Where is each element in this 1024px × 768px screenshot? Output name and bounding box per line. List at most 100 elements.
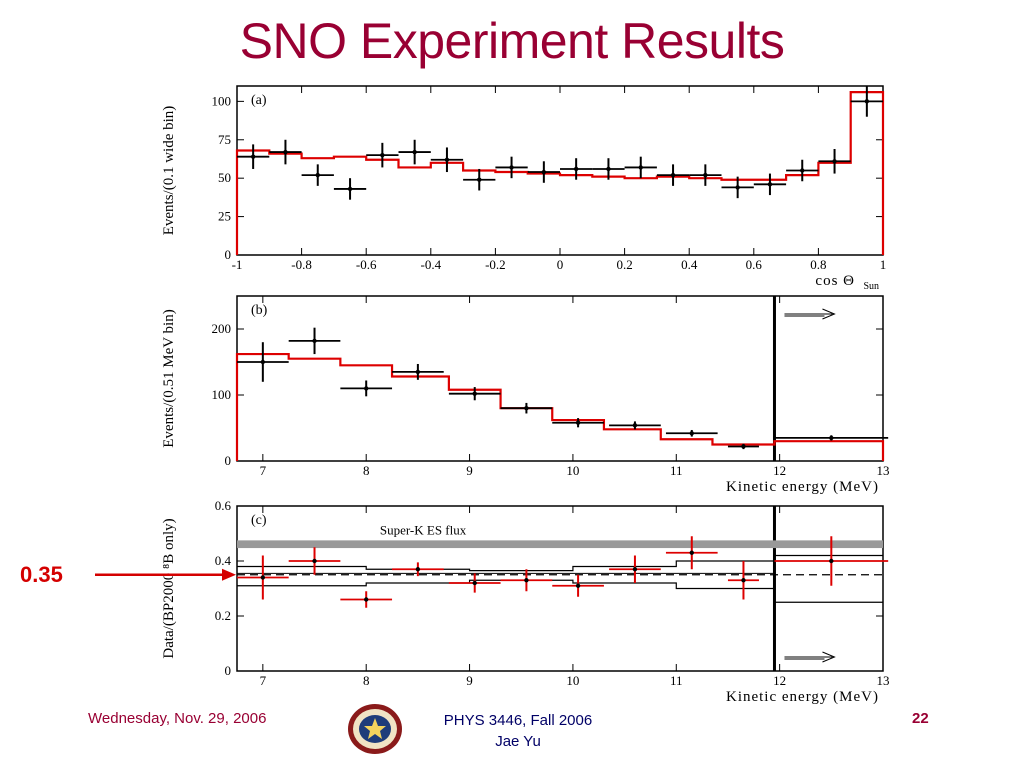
panel-c-xtick-label: 9: [466, 673, 473, 688]
footer-page-number: 22: [912, 710, 929, 727]
panel-a-marker: [347, 186, 353, 192]
panel-c-marker: [415, 567, 421, 572]
panel-c-label: (c): [251, 513, 267, 528]
panel-c-ytick-label: 0: [225, 663, 232, 678]
footer-author: Jae Yu: [495, 733, 541, 750]
panel-a-marker: [283, 149, 288, 155]
panel-a-label: (a): [251, 93, 267, 108]
panel-b-data-point: [340, 380, 393, 397]
panel-b-xtick-label: 12: [773, 463, 786, 478]
panel-a-marker: [315, 172, 320, 178]
panel-b-xlabel: Kinetic energy (MeV): [726, 479, 879, 495]
panel-c-marker: [829, 558, 834, 564]
panel-c-xtick-label: 11: [670, 673, 683, 688]
panel-a-marker: [250, 154, 256, 159]
panel-c-data-point: [774, 536, 889, 586]
panel-a-marker: [832, 159, 837, 164]
panel-b-xtick-label: 7: [260, 463, 267, 478]
panel-c-marker: [312, 558, 317, 564]
panel-c-marker: [260, 575, 266, 580]
panel-b-data-point: [665, 429, 718, 437]
panel-b-data-point: [727, 443, 759, 450]
panel-a-xtick-label: -1: [232, 257, 243, 272]
panel-a-data-point: [527, 161, 560, 183]
panel-b-frame: [236, 295, 884, 462]
panel-b-data-point: [448, 387, 501, 401]
panel-c-marker: [575, 583, 581, 588]
panel-b-ylabel: Events/(0.51 MeV bin): [161, 309, 177, 447]
panel-a-ytick-label: 0: [225, 247, 232, 262]
panel-a-xtick-label: 1: [880, 257, 887, 272]
panel-a-marker: [412, 149, 417, 155]
panel-a-data-point: [721, 176, 754, 199]
panel-b-data-point: [288, 327, 341, 355]
panel-a-data-point: [366, 142, 399, 168]
panel-a-data-point: [301, 164, 334, 186]
panel-b-overflow-arrow-icon: [822, 308, 836, 320]
panel-a-ytick-label: 100: [212, 93, 232, 108]
panel-a-marker: [735, 185, 740, 190]
panel-a-marker: [541, 169, 547, 175]
panel-b-xtick-label: 8: [363, 463, 370, 478]
panel-c-data-point: [237, 555, 289, 600]
panel-c-marker: [364, 597, 369, 602]
panel-a-ytick-label: 50: [218, 170, 231, 185]
panel-b-xtick-label: 10: [566, 463, 579, 478]
panel-c-syst-band-upper: [237, 555, 776, 572]
panel-c-data-point: [609, 555, 661, 583]
panel-a-data-point: [463, 168, 496, 191]
panel-a-data-point: [818, 148, 851, 174]
panel-c-marker: [472, 580, 477, 586]
panel-c-overflow-arrow-icon: [822, 651, 836, 663]
panel-b-marker: [689, 431, 694, 436]
panel-b-xtick-label: 13: [877, 463, 890, 478]
panel-c-xtick-label: 8: [363, 673, 370, 688]
panel-a-xtick-label: 0: [557, 257, 564, 272]
panel-b-marker: [312, 338, 317, 344]
panel-a-data-point: [398, 139, 431, 165]
panel-b-ytick-label: 200: [212, 321, 232, 336]
panel-a-ytick-label: 75: [218, 132, 231, 147]
panel-c-marker: [689, 550, 694, 555]
panel-c-data-point: [665, 536, 718, 570]
panel-b-marker: [524, 406, 529, 411]
panel-a-marker: [703, 172, 708, 178]
panel-a-marker: [509, 165, 514, 170]
panel-a-data-point: [753, 173, 787, 196]
panel-a-xtick-label: -0.8: [291, 257, 312, 272]
panel-c-data-point: [288, 547, 341, 575]
panel-c-marker: [524, 578, 529, 583]
panel-b-data-point: [774, 435, 889, 441]
callout-arrow-icon: [222, 568, 236, 581]
panel-a-xtick-label: 0.4: [681, 257, 698, 272]
panel-b-marker: [741, 444, 746, 449]
panel-b-data-point: [237, 342, 289, 382]
panel-a-data-point: [656, 164, 690, 186]
panel-c-syst-band-lower: [237, 579, 776, 597]
panel-b-marker: [472, 391, 477, 396]
panel-b-marker: [575, 420, 581, 425]
panel-a-xtick-label: -0.6: [356, 257, 377, 272]
panel-a-data-point: [333, 178, 367, 200]
panel-a-data-point: [495, 156, 528, 179]
panel-b-data-point: [392, 363, 444, 380]
panel-c-data-point: [727, 561, 759, 600]
panel-c-data-point: [552, 574, 604, 597]
panel-c-superk-band-label: Super-K ES flux: [380, 522, 467, 537]
panel-a-data-point: [237, 144, 270, 169]
panel-c-data-point: [340, 591, 393, 608]
panel-c-frame: [236, 505, 884, 672]
panel-a-marker: [444, 157, 450, 162]
panel-a-data-point: [430, 147, 464, 173]
panel-a-xlabel-sub: Sun: [863, 281, 879, 292]
panel-c-data-point: [448, 573, 501, 593]
panel-c-marker: [632, 567, 638, 572]
panel-b-data-point: [552, 418, 604, 428]
panel-b-marker: [260, 359, 266, 365]
panel-a-marker: [477, 177, 482, 182]
panel-a-data-point: [689, 164, 722, 186]
panel-a-data-point: [624, 156, 657, 179]
panel-c-ytick-label: 0.6: [215, 498, 232, 513]
panel-a-data-point: [850, 86, 883, 117]
panel-a-marker: [767, 182, 773, 187]
